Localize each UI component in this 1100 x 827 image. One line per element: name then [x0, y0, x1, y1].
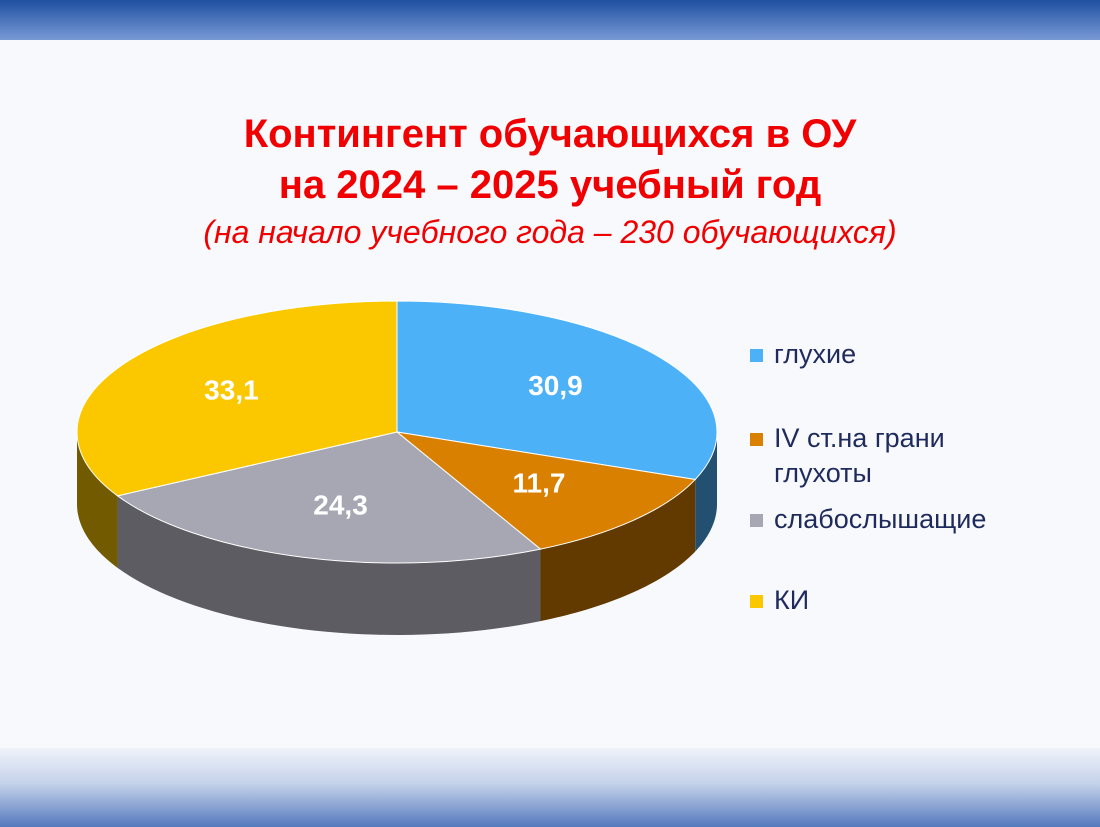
- legend-label: слабослышащие: [774, 504, 987, 534]
- data-label: 30,9: [528, 370, 583, 401]
- legend-swatch: [750, 433, 763, 446]
- legend-item: глухие: [750, 337, 1012, 372]
- pie-slice: [395, 431, 697, 550]
- chart-title: на 2024 – 2025 учебный год: [278, 163, 822, 207]
- legend-item: КИ: [750, 583, 1012, 618]
- legend-item: IV ст.на грани глухоты: [750, 421, 1012, 491]
- pie-slice: [76, 300, 398, 497]
- legend-swatch: [750, 514, 763, 527]
- bottom-band: [0, 748, 1100, 827]
- pie-slice: [396, 300, 718, 480]
- slice-side: [540, 479, 696, 622]
- slice-side: [117, 495, 541, 635]
- data-label: 11,7: [513, 467, 566, 498]
- data-label: 33,1: [204, 375, 259, 406]
- pie-slice: [116, 431, 542, 564]
- legend-swatch: [750, 349, 763, 362]
- slice-side: [695, 432, 717, 552]
- chart-subtitle: (на начало учебного года – 230 обучающих…: [203, 214, 897, 250]
- legend-item: слабослышащие: [750, 502, 1012, 537]
- data-label: 24,3: [313, 490, 368, 521]
- legend-label: КИ: [774, 585, 810, 615]
- chart-title: Контингент обучающихся в ОУ: [243, 112, 857, 156]
- legend-label: глухие: [774, 339, 857, 369]
- legend-label: IV ст.на грани глухоты: [774, 423, 945, 488]
- legend-swatch: [750, 595, 763, 608]
- slice-side: [77, 432, 118, 568]
